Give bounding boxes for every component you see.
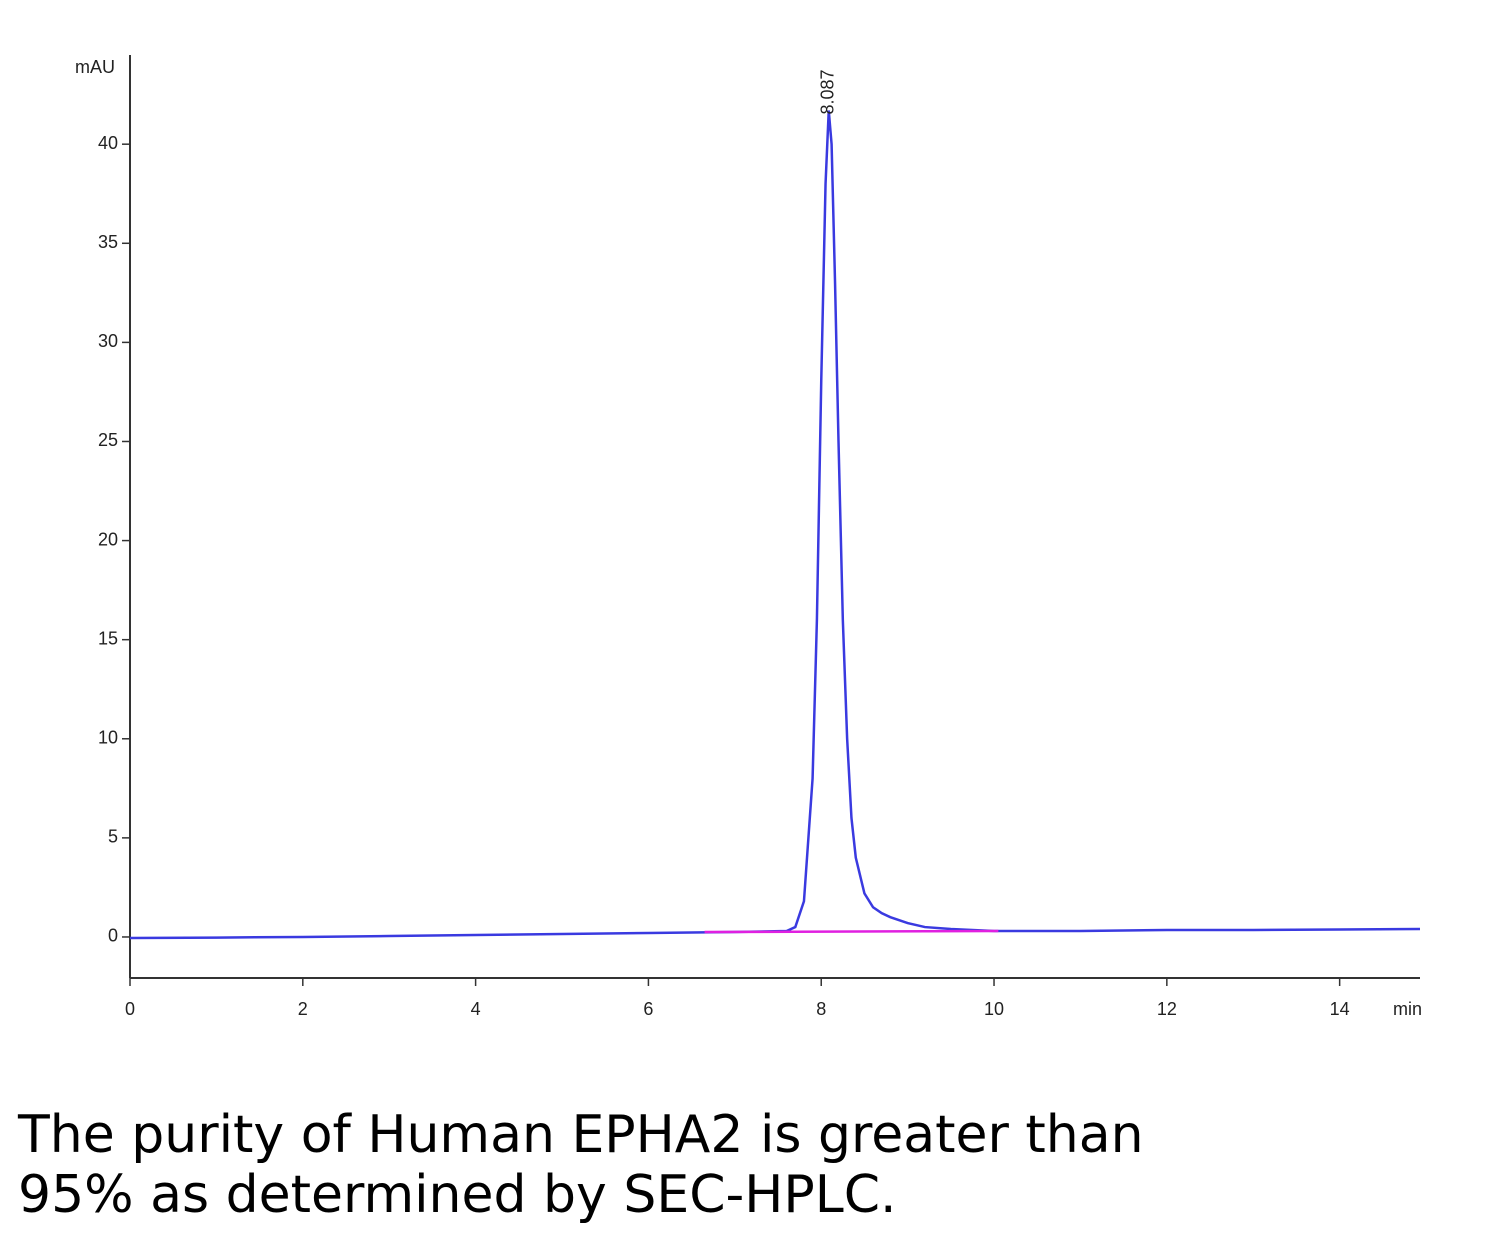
chromatogram-line (129, 110, 1421, 940)
y-tick-label: 10 (98, 728, 118, 748)
chromatogram-line (704, 929, 999, 934)
peak-label: 8.087 (817, 69, 837, 114)
caption-line: 95% as determined by SEC-HPLC. (18, 1165, 897, 1225)
y-tick-label: 25 (98, 430, 118, 450)
y-tick-label: 0 (108, 926, 118, 946)
x-tick-label: 8 (816, 999, 826, 1019)
y-tick-label: 30 (98, 331, 118, 351)
y-tick-label: 15 (98, 628, 118, 648)
y-tick-label: 5 (108, 827, 118, 847)
x-tick-label: 14 (1330, 999, 1350, 1019)
x-tick-label: 10 (984, 999, 1004, 1019)
caption-line: The purity of Human EPHA2 is greater tha… (18, 1105, 1144, 1165)
x-tick-label: 0 (125, 999, 135, 1019)
x-tick-label: 4 (471, 999, 481, 1019)
y-tick-label: 40 (98, 133, 118, 153)
x-tick-label: 12 (1157, 999, 1177, 1019)
x-tick-label: 6 (643, 999, 653, 1019)
chart: mAU min 0 5 10 15 20 25 30 35 40 0 2 4 6 8 10 12 14 8.087 (75, 55, 1422, 1019)
x-tick-label: 2 (298, 999, 308, 1019)
caption: The purity of Human EPHA2 is greater tha… (18, 1105, 1144, 1225)
x-axis-label: min (1393, 999, 1422, 1019)
y-tick-label: 20 (98, 529, 118, 549)
y-tick-label: 35 (98, 232, 118, 252)
y-axis-label: mAU (75, 57, 115, 77)
